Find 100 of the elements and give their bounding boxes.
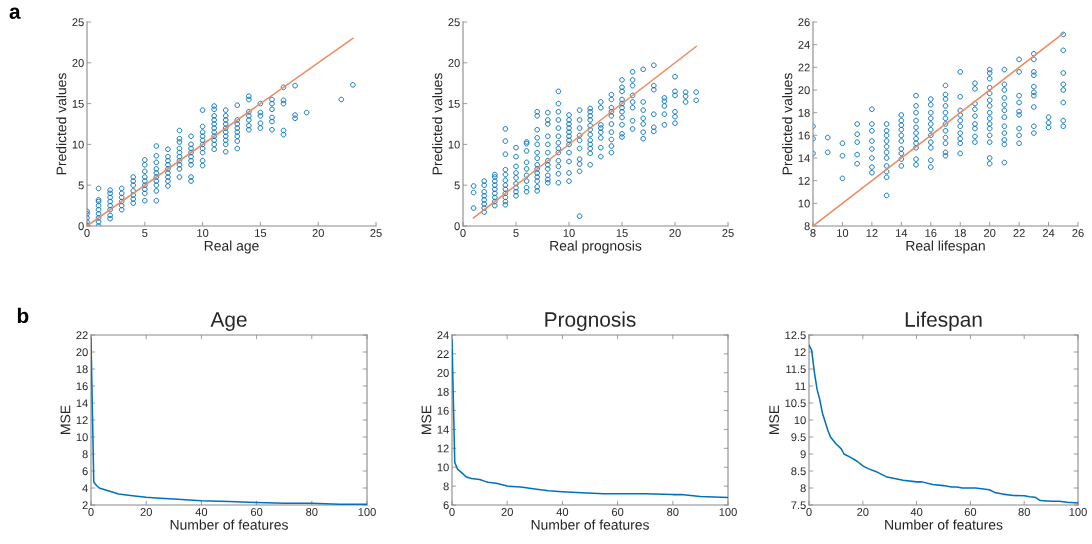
- x-tick-label: 80: [1018, 508, 1030, 516]
- y-tick-label: 18: [76, 365, 88, 374]
- y-tick-label: 20: [448, 59, 460, 67]
- y-tick-label: 8: [443, 482, 449, 491]
- y-tick-label: 10: [798, 199, 810, 208]
- y-tick-label: 26: [798, 18, 810, 27]
- y-tick-label: 12: [437, 444, 449, 453]
- y-tick-label: 11.5: [786, 365, 806, 374]
- x-tick-label: 26: [1072, 229, 1084, 237]
- x-tick-label: 0: [460, 229, 466, 237]
- y-tick-label: 18: [437, 387, 449, 396]
- y-tick-label: 8: [800, 484, 806, 493]
- y-tick-label: 10: [72, 140, 84, 149]
- x-tick-label: 12: [866, 229, 878, 237]
- x-tick-label: 24: [1042, 229, 1055, 237]
- y-tick-label: 12.5: [785, 331, 806, 340]
- x-axis-title: Number of features: [531, 519, 649, 530]
- x-tick-label: 40: [195, 508, 208, 516]
- y-tick-label: 4: [82, 484, 88, 493]
- y-tick-label: 0: [454, 222, 460, 231]
- x-axis-title: Real lifespan: [906, 240, 985, 254]
- x-tick-label: 60: [964, 508, 977, 516]
- x-tick-label: 40: [910, 508, 923, 516]
- x-tick-label: 10: [197, 229, 209, 237]
- x-axis-title: Number of features: [170, 519, 288, 530]
- x-tick-label: 20: [669, 229, 681, 237]
- x-tick-label: 5: [142, 229, 148, 237]
- x-tick-label: 22: [1013, 229, 1025, 237]
- y-tick-label: 7.5: [791, 501, 806, 510]
- x-tick-label: 10: [563, 229, 575, 237]
- x-tick-label: 15: [255, 229, 267, 237]
- y-tick-label: 16: [798, 131, 810, 140]
- y-tick-label: 15: [448, 99, 460, 108]
- y-tick-label: 9.5: [791, 433, 806, 442]
- x-tick-label: 100: [358, 508, 376, 516]
- x-tick-label: 20: [984, 229, 996, 237]
- y-tick-label: 20: [798, 86, 810, 95]
- chart-title: Prognosis: [545, 311, 636, 331]
- x-tick-label: 100: [1069, 508, 1087, 516]
- y-tick-label: 12: [798, 176, 810, 185]
- y-axis-title: Predicted values: [56, 73, 67, 175]
- x-tick-label: 20: [857, 508, 869, 516]
- y-axis-title: MSE: [421, 405, 432, 434]
- y-tick-label: 22: [76, 331, 88, 340]
- y-tick-label: 10: [794, 416, 806, 425]
- text: a: [9, 7, 21, 19]
- y-tick-label: 20: [72, 59, 84, 67]
- chart-title: Lifespan: [905, 311, 982, 331]
- y-tick-label: 10.5: [785, 399, 806, 408]
- y-tick-label: 24: [798, 40, 810, 49]
- y-tick-label: 16: [437, 406, 449, 415]
- x-tick-label: 20: [501, 508, 513, 516]
- y-tick-label: 12: [76, 416, 88, 425]
- x-tick-label: 25: [370, 229, 382, 237]
- y-tick-label: 6: [443, 501, 449, 510]
- y-tick-label: 15: [72, 99, 84, 108]
- y-tick-label: 22: [798, 63, 810, 72]
- x-tick-label: 14: [896, 229, 908, 237]
- y-tick-label: 25: [72, 18, 84, 27]
- x-axis-title: Real prognosis: [550, 240, 642, 254]
- x-tick-label: 15: [616, 229, 628, 237]
- y-axis-title: MSE: [60, 405, 71, 434]
- x-tick-label: 60: [250, 508, 263, 516]
- x-tick-label: 100: [719, 508, 737, 516]
- y-tick-label: 11: [795, 382, 806, 391]
- y-tick-label: 24: [437, 331, 449, 340]
- y-axis-title: Predicted values: [432, 73, 443, 175]
- y-tick-label: 14: [437, 425, 449, 434]
- y-tick-label: 10: [76, 433, 88, 442]
- y-tick-label: 18: [798, 108, 810, 117]
- y-tick-label: 20: [437, 369, 449, 377]
- y-tick-label: 14: [76, 399, 88, 408]
- y-axis-title: MSE: [769, 405, 780, 434]
- y-tick-label: 8: [82, 450, 88, 459]
- y-tick-label: 8: [804, 222, 810, 231]
- x-tick-label: 80: [306, 508, 318, 516]
- y-tick-label: 10: [437, 463, 449, 472]
- x-tick-label: 60: [611, 508, 624, 516]
- y-tick-label: 22: [437, 350, 449, 358]
- x-axis-title: Number of features: [885, 519, 1003, 530]
- text: b: [17, 307, 29, 324]
- y-tick-label: 0: [78, 222, 84, 231]
- y-tick-label: 5: [78, 181, 84, 190]
- y-tick-label: 25: [448, 18, 460, 27]
- x-tick-label: 5: [513, 229, 519, 237]
- x-tick-label: 18: [954, 229, 966, 237]
- y-axis-title: Predicted values: [782, 73, 793, 175]
- x-tick-label: 10: [837, 229, 849, 237]
- y-tick-label: 20: [76, 348, 88, 357]
- x-tick-label: 20: [140, 508, 152, 516]
- y-tick-label: 2: [82, 501, 88, 510]
- y-tick-label: 16: [76, 382, 88, 391]
- y-tick-label: 6: [82, 467, 88, 476]
- y-tick-label: 9: [800, 450, 806, 459]
- y-tick-label: 10: [448, 140, 460, 149]
- y-tick-label: 12: [794, 348, 806, 357]
- x-axis-title: Real age: [204, 240, 259, 254]
- x-tick-label: 80: [667, 508, 679, 516]
- y-tick-label: 5: [454, 181, 460, 190]
- x-tick-label: 20: [312, 229, 324, 237]
